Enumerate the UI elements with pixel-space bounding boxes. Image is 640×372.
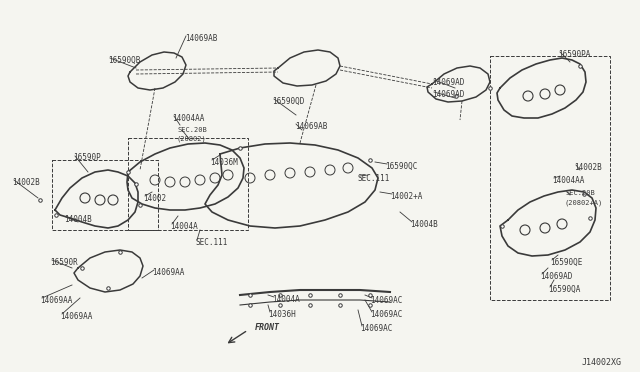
Text: 14004B: 14004B — [64, 215, 92, 224]
Text: 16590QC: 16590QC — [385, 162, 417, 171]
Text: 14004B: 14004B — [410, 220, 438, 229]
Text: 14036H: 14036H — [268, 310, 296, 319]
Text: 14069AC: 14069AC — [370, 310, 403, 319]
Text: J14002XG: J14002XG — [582, 358, 622, 367]
Text: SEC.111: SEC.111 — [195, 238, 227, 247]
Text: 14069AD: 14069AD — [432, 78, 465, 87]
Text: 14069AA: 14069AA — [40, 296, 72, 305]
Text: 14002B: 14002B — [12, 178, 40, 187]
Text: SEC.111: SEC.111 — [358, 174, 390, 183]
Text: 14069AA: 14069AA — [60, 312, 92, 321]
Text: SEC.20B: SEC.20B — [177, 127, 207, 133]
Bar — [52, 160, 158, 230]
Text: FRONT: FRONT — [255, 323, 280, 331]
Text: 16590QB: 16590QB — [108, 56, 140, 65]
Text: 16590PA: 16590PA — [558, 50, 590, 59]
Text: SEC.20B: SEC.20B — [565, 190, 595, 196]
Text: 14002B: 14002B — [574, 163, 602, 172]
Text: 16590QD: 16590QD — [272, 97, 305, 106]
Text: 16590QA: 16590QA — [548, 285, 580, 294]
Text: 14036M: 14036M — [210, 158, 237, 167]
Text: 16590QE: 16590QE — [550, 258, 582, 267]
Text: 14004AA: 14004AA — [172, 114, 204, 123]
Text: 14002: 14002 — [143, 194, 166, 203]
Text: 14069AB: 14069AB — [295, 122, 328, 131]
Text: 14004A: 14004A — [272, 295, 300, 304]
Bar — [490, 56, 610, 300]
Text: 14004AA: 14004AA — [552, 176, 584, 185]
Text: 14069AB: 14069AB — [185, 34, 218, 43]
Text: 14069AD: 14069AD — [540, 272, 572, 281]
Text: 16590P: 16590P — [73, 153, 100, 162]
Text: (20802): (20802) — [177, 136, 207, 142]
Text: 14069AC: 14069AC — [370, 296, 403, 305]
Text: 16590R: 16590R — [50, 258, 77, 267]
Text: 14069AA: 14069AA — [152, 268, 184, 277]
Text: 14069AD: 14069AD — [432, 90, 465, 99]
Bar — [128, 138, 248, 230]
Text: 14004A: 14004A — [170, 222, 198, 231]
Text: 14002+A: 14002+A — [390, 192, 422, 201]
Text: (20802+A): (20802+A) — [565, 199, 604, 205]
Text: 14069AC: 14069AC — [360, 324, 392, 333]
